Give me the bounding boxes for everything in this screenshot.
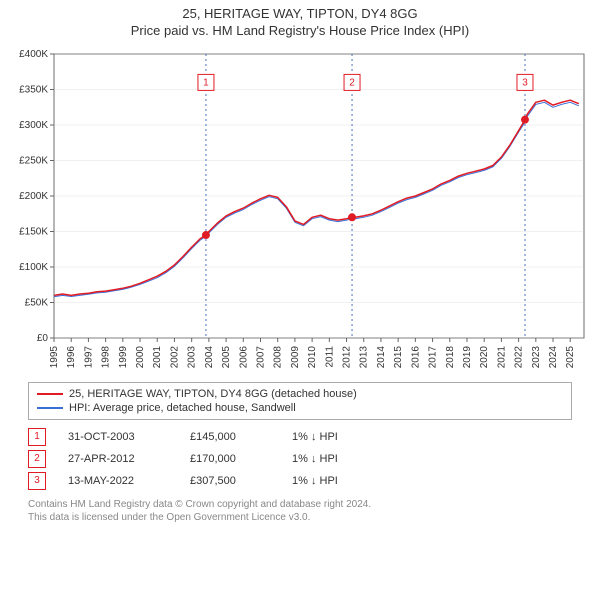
svg-text:1999: 1999 [118, 345, 129, 368]
sale-index: 1 [28, 428, 46, 446]
svg-text:2001: 2001 [152, 345, 163, 368]
title-subtitle: Price paid vs. HM Land Registry's House … [0, 23, 600, 40]
sale-diff: 1% ↓ HPI [292, 475, 372, 487]
svg-text:1: 1 [203, 77, 209, 88]
sale-row: 2 27-APR-2012 £170,000 1% ↓ HPI [28, 448, 572, 470]
sale-date: 27-APR-2012 [68, 453, 168, 465]
svg-text:2003: 2003 [187, 345, 198, 368]
svg-text:2020: 2020 [479, 345, 490, 368]
svg-text:2009: 2009 [290, 345, 301, 368]
svg-text:2005: 2005 [221, 345, 232, 368]
sale-row: 3 13-MAY-2022 £307,500 1% ↓ HPI [28, 470, 572, 492]
svg-text:2015: 2015 [393, 345, 404, 368]
legend-label: 25, HERITAGE WAY, TIPTON, DY4 8GG (detac… [69, 388, 357, 400]
svg-text:2025: 2025 [565, 345, 576, 368]
attribution: Contains HM Land Registry data © Crown c… [28, 498, 572, 525]
svg-text:2024: 2024 [548, 345, 559, 368]
sale-price: £170,000 [190, 453, 270, 465]
sale-index: 2 [28, 450, 46, 468]
svg-text:3: 3 [522, 77, 528, 88]
svg-text:1995: 1995 [49, 345, 60, 368]
svg-text:2019: 2019 [462, 345, 473, 368]
attribution-line-1: Contains HM Land Registry data © Crown c… [28, 498, 572, 512]
sale-date: 31-OCT-2003 [68, 431, 168, 443]
legend-swatch [37, 393, 63, 395]
svg-text:2004: 2004 [204, 345, 215, 368]
svg-text:2021: 2021 [496, 345, 507, 368]
sale-price: £307,500 [190, 475, 270, 487]
legend-item: HPI: Average price, detached house, Sand… [37, 401, 563, 415]
legend-label: HPI: Average price, detached house, Sand… [69, 402, 296, 414]
svg-text:£400K: £400K [19, 49, 48, 60]
line-chart: £0 £50K £100K £150K £200K £250K £300K £350K £400… [8, 46, 592, 376]
svg-text:1998: 1998 [101, 345, 112, 368]
svg-text:£150K: £150K [19, 226, 48, 237]
svg-text:2008: 2008 [273, 345, 284, 368]
svg-text:£350K: £350K [19, 84, 48, 95]
svg-text:2018: 2018 [445, 345, 456, 368]
svg-text:2012: 2012 [342, 345, 353, 368]
legend-swatch [37, 407, 63, 409]
chart-area: £0 £50K £100K £150K £200K £250K £300K £350K £400… [8, 46, 592, 376]
title-address: 25, HERITAGE WAY, TIPTON, DY4 8GG [0, 6, 600, 23]
svg-text:2: 2 [349, 77, 355, 88]
svg-text:£250K: £250K [19, 155, 48, 166]
sale-row: 1 31-OCT-2003 £145,000 1% ↓ HPI [28, 426, 572, 448]
sale-price: £145,000 [190, 431, 270, 443]
svg-text:£200K: £200K [19, 191, 48, 202]
legend: 25, HERITAGE WAY, TIPTON, DY4 8GG (detac… [28, 382, 572, 420]
sale-date: 13-MAY-2022 [68, 475, 168, 487]
svg-text:1996: 1996 [66, 345, 77, 368]
attribution-line-2: This data is licensed under the Open Gov… [28, 511, 572, 525]
chart-titles: 25, HERITAGE WAY, TIPTON, DY4 8GG Price … [0, 6, 600, 40]
svg-text:£0: £0 [37, 333, 49, 344]
svg-text:2000: 2000 [135, 345, 146, 368]
sale-diff: 1% ↓ HPI [292, 431, 372, 443]
svg-text:2002: 2002 [169, 345, 180, 368]
sale-diff: 1% ↓ HPI [292, 453, 372, 465]
svg-text:2006: 2006 [238, 345, 249, 368]
svg-text:2016: 2016 [410, 345, 421, 368]
sales-table: 1 31-OCT-2003 £145,000 1% ↓ HPI 2 27-APR-2012… [28, 426, 572, 492]
svg-text:2014: 2014 [376, 345, 387, 368]
svg-text:2011: 2011 [324, 345, 335, 367]
svg-text:2022: 2022 [514, 345, 525, 368]
svg-text:£50K: £50K [25, 297, 49, 308]
legend-item: 25, HERITAGE WAY, TIPTON, DY4 8GG (detac… [37, 387, 563, 401]
sale-index: 3 [28, 472, 46, 490]
svg-text:2010: 2010 [307, 345, 318, 368]
svg-text:£100K: £100K [19, 262, 48, 273]
svg-text:2017: 2017 [428, 345, 439, 368]
svg-text:2013: 2013 [359, 345, 370, 368]
svg-text:2007: 2007 [255, 345, 266, 368]
svg-text:£300K: £300K [19, 120, 48, 131]
svg-text:2023: 2023 [531, 345, 542, 368]
svg-text:1997: 1997 [83, 345, 94, 368]
